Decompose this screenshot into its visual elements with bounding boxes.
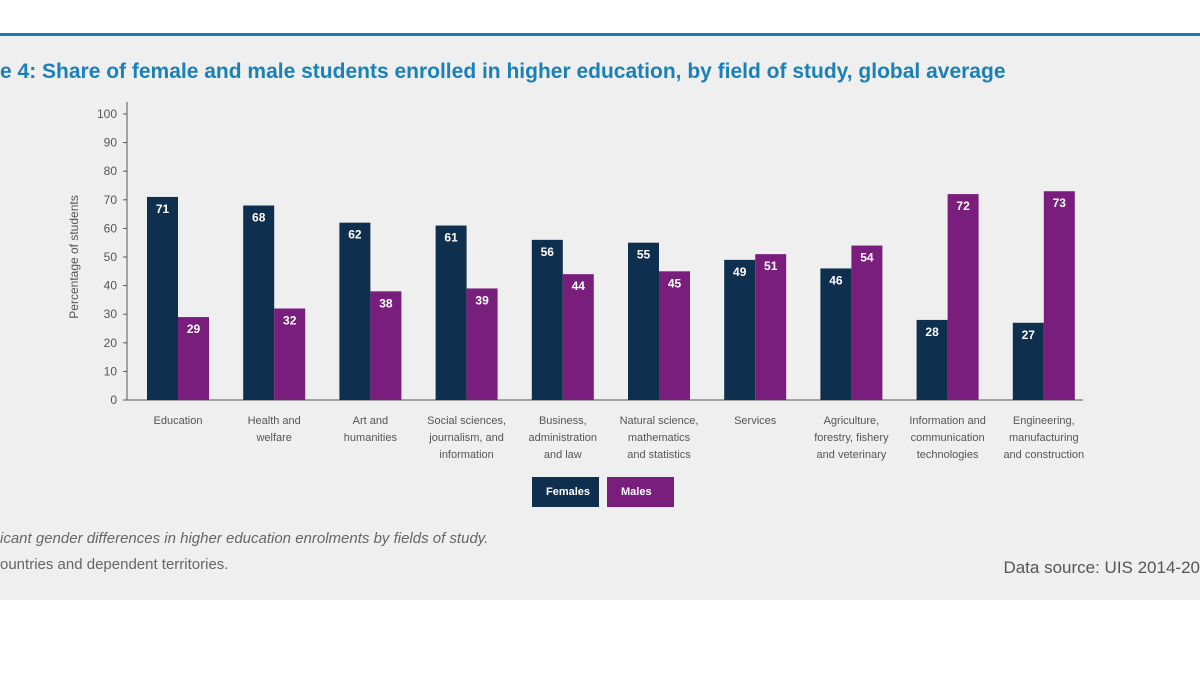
category-label: and veterinary	[817, 449, 887, 461]
category-label: Natural science,	[620, 415, 699, 427]
category-label: technologies	[917, 449, 979, 461]
category-label: Business,	[539, 415, 587, 427]
y-tick-label: 0	[110, 393, 117, 407]
y-tick-label: 80	[104, 164, 118, 178]
category-label: Social sciences,	[427, 415, 506, 427]
y-tick-label: 100	[97, 107, 117, 121]
category-label: and law	[544, 449, 582, 461]
bar-males	[1043, 191, 1075, 400]
bar-value-label: 54	[860, 251, 874, 265]
bar-value-label: 72	[956, 199, 970, 213]
bar-females	[435, 225, 467, 400]
bar-value-label: 45	[668, 276, 682, 290]
bar-value-label: 56	[541, 245, 555, 259]
top-rule	[0, 33, 1200, 36]
bar-value-label: 44	[572, 279, 586, 293]
category-label: Health and	[248, 415, 301, 427]
category-label: Art and	[353, 415, 388, 427]
bar-value-label: 51	[764, 259, 778, 273]
bar-females	[339, 222, 371, 400]
category-label: Education	[154, 415, 203, 427]
bar-value-label: 61	[444, 231, 458, 245]
bar-females	[531, 239, 563, 400]
category-label: welfare	[255, 432, 291, 444]
bar-value-label: 38	[379, 296, 393, 310]
category-label: journalism, and	[428, 432, 504, 444]
bar-females	[916, 319, 948, 400]
bar-value-label: 39	[475, 293, 489, 307]
bar-females	[724, 259, 756, 400]
bar-value-label: 27	[1022, 328, 1036, 342]
legend-males: Males	[607, 477, 674, 507]
bar-males	[755, 254, 787, 400]
bar-value-label: 62	[348, 228, 362, 242]
bar-males	[274, 308, 306, 400]
legend-females: Females	[532, 477, 599, 507]
footnote-1: icant gender differences in higher educa…	[0, 530, 489, 547]
bar-value-label: 68	[252, 211, 266, 225]
category-label: Services	[734, 415, 777, 427]
bar-value-label: 49	[733, 265, 747, 279]
bar-females	[1012, 322, 1044, 400]
category-label: communication	[911, 432, 985, 444]
bar-males	[370, 291, 402, 400]
bar-males	[178, 317, 209, 400]
bar-value-label: 55	[637, 248, 651, 262]
bar-value-label: 32	[283, 313, 297, 327]
footnote-2: ountries and dependent territories.	[0, 556, 229, 573]
bar-males	[851, 245, 883, 400]
bar-males	[947, 194, 979, 400]
bar-males	[466, 288, 498, 400]
category-label: forestry, fishery	[814, 432, 889, 444]
y-tick-label: 60	[104, 221, 118, 235]
data-source: Data source: UIS 2014-20	[1003, 558, 1200, 577]
y-tick-label: 90	[104, 136, 118, 150]
bar-females	[147, 196, 178, 400]
category-label: manufacturing	[1009, 432, 1079, 444]
bar-females	[243, 205, 275, 400]
y-tick-label: 10	[104, 364, 118, 378]
bar-males	[562, 274, 594, 400]
chart-title: e 4: Share of female and male students e…	[0, 60, 1006, 83]
bar-males	[659, 271, 690, 400]
y-axis-label: Percentage of students	[67, 195, 81, 318]
bar-value-label: 71	[156, 202, 170, 216]
bar-value-label: 28	[925, 325, 939, 339]
bar-females	[820, 268, 852, 400]
category-label: Agriculture,	[824, 415, 880, 427]
y-tick-label: 40	[104, 279, 118, 293]
category-label: mathematics	[628, 432, 691, 444]
y-tick-label: 20	[104, 336, 118, 350]
category-label: Engineering,	[1013, 415, 1075, 427]
category-label: humanities	[344, 432, 398, 444]
bar-females	[628, 242, 659, 400]
y-tick-label: 30	[104, 307, 118, 321]
category-label: and construction	[1003, 449, 1084, 461]
category-label: and statistics	[627, 449, 691, 461]
y-tick-label: 70	[104, 193, 118, 207]
category-label: information	[439, 449, 493, 461]
bar-value-label: 46	[829, 273, 843, 287]
category-label: Information and	[909, 415, 985, 427]
bar-chart: 0 10 20 30 40 50 60 70 80 90 100 Percentage of stud…	[67, 102, 1084, 461]
bar-value-label: 73	[1053, 196, 1067, 210]
category-label: administration	[529, 432, 597, 444]
legend: Females Males	[532, 477, 674, 507]
bar-value-label: 29	[187, 322, 201, 336]
y-tick-label: 50	[104, 250, 118, 264]
